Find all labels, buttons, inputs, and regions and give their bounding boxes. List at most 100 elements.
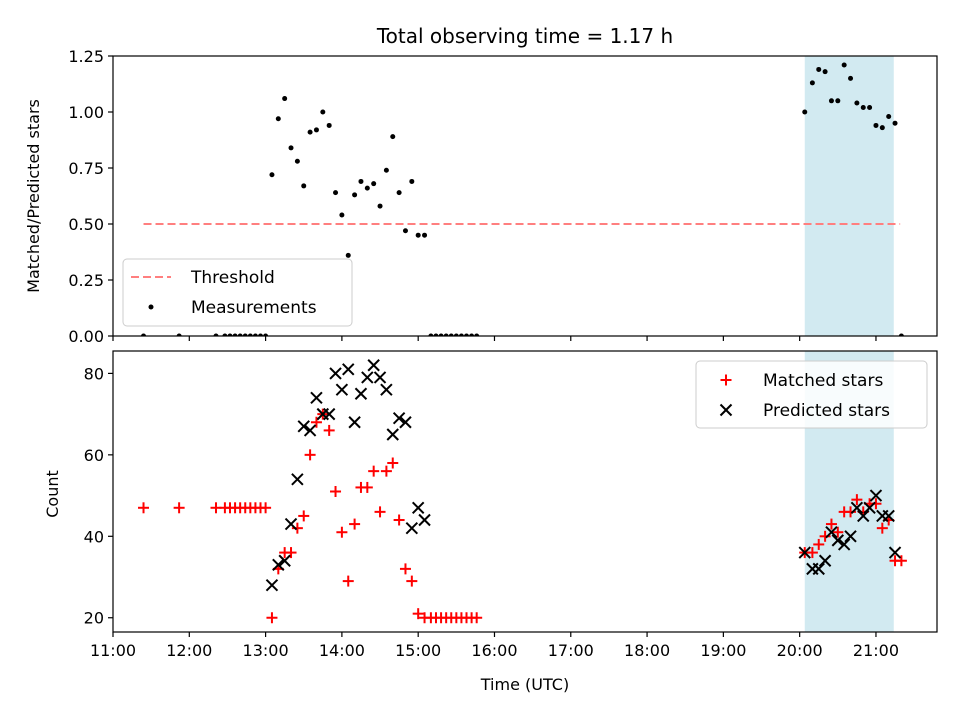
measurement-point xyxy=(339,212,345,218)
matched-star-point xyxy=(374,506,386,518)
measurement-point xyxy=(326,122,332,128)
measurement-point xyxy=(176,333,182,336)
matched-star-point xyxy=(412,608,424,620)
measurement-point xyxy=(258,333,264,336)
legend-threshold-label: Threshold xyxy=(190,268,275,288)
measurement-point xyxy=(383,167,389,173)
matched-star-point xyxy=(471,612,483,624)
measurement-point xyxy=(390,134,396,140)
matched-star-point xyxy=(310,416,322,428)
predicted-star-point xyxy=(310,391,323,405)
predicted-star-point xyxy=(812,562,825,576)
measurement-point xyxy=(458,333,464,336)
measurement-point xyxy=(464,333,470,336)
measurement-point xyxy=(448,333,454,336)
legend-matched-label: Matched stars xyxy=(763,371,883,391)
matched-star-point xyxy=(851,494,863,506)
measurement-point xyxy=(879,125,885,131)
matched-star-point xyxy=(399,563,411,575)
y-tick-label: 0.50 xyxy=(68,215,104,234)
matched-star-point xyxy=(336,526,348,538)
x-tick-label: 14:00 xyxy=(319,641,365,660)
matched-star-point xyxy=(285,547,297,559)
x-tick-label: 15:00 xyxy=(395,641,441,660)
y-tick-label: 1.25 xyxy=(68,47,104,66)
chart-title: Total observing time = 1.17 h xyxy=(376,24,673,48)
measurement-point xyxy=(282,96,288,102)
y-tick-label: 1.00 xyxy=(68,103,104,122)
measurement-point xyxy=(371,181,377,187)
legend-box xyxy=(122,258,353,327)
observing-window-shade xyxy=(804,56,894,336)
x-axis-label: Time (UTC) xyxy=(480,675,569,694)
predicted-star-point xyxy=(278,554,291,567)
measurement-point xyxy=(816,66,822,72)
x-tick-label: 20:00 xyxy=(777,641,823,660)
measurement-point xyxy=(358,178,364,184)
predicted-star-point xyxy=(348,416,361,429)
matched-star-point xyxy=(387,457,399,469)
matched-star-point xyxy=(138,502,150,514)
measurement-point xyxy=(288,145,294,151)
measurement-point xyxy=(396,190,402,196)
measurement-point xyxy=(898,333,904,336)
x-tick-label: 18:00 xyxy=(624,641,670,660)
measurement-point xyxy=(438,333,444,336)
legend-box xyxy=(695,360,928,429)
predicted-star-point xyxy=(405,521,419,535)
measurement-point xyxy=(222,333,228,336)
predicted-star-point xyxy=(303,424,317,437)
measurement-point xyxy=(892,120,898,126)
legend-top: Threshold Measurements xyxy=(122,258,353,327)
measurement-point xyxy=(294,158,300,164)
matched-star-point xyxy=(832,526,844,538)
y-tick-label: 0.00 xyxy=(68,327,104,346)
matched-star-point xyxy=(349,518,361,530)
top-y-axis-label: Matched/Predicted stars xyxy=(24,99,43,293)
measurement-point xyxy=(443,333,449,336)
plot-area xyxy=(141,62,904,336)
measurement-point xyxy=(422,232,428,238)
matched-star-point xyxy=(393,514,405,526)
y-tick-label: 80 xyxy=(84,364,104,383)
predicted-star-point xyxy=(335,383,349,396)
matched-star-point xyxy=(298,510,310,522)
matched-star-point xyxy=(361,481,373,493)
measurement-point xyxy=(822,69,828,75)
measurement-point xyxy=(428,333,434,336)
y-tick-label: 20 xyxy=(84,609,104,628)
measurement-point xyxy=(377,203,383,209)
matched-star-point xyxy=(304,449,316,461)
predicted-star-point xyxy=(850,501,864,514)
matched-star-point xyxy=(895,555,907,567)
measurement-point xyxy=(886,113,892,119)
axes-frame xyxy=(112,55,938,337)
measurement-point xyxy=(232,333,238,336)
predicted-star-point xyxy=(272,558,285,572)
y-tick-label: 0.25 xyxy=(68,271,104,290)
predicted-star-point xyxy=(354,387,368,400)
x-tick-label: 13:00 xyxy=(243,641,289,660)
measurement-point xyxy=(247,333,253,336)
predicted-star-point xyxy=(798,546,811,559)
predicted-star-point xyxy=(386,428,399,441)
y-tick-label: 60 xyxy=(84,446,104,465)
measurement-point xyxy=(802,109,808,115)
measurement-point xyxy=(320,109,326,115)
matched-star-point xyxy=(173,502,185,514)
matched-star-point xyxy=(323,424,335,436)
measurement-point xyxy=(263,333,269,336)
predicted-star-point xyxy=(291,473,304,486)
plot-area xyxy=(138,359,907,624)
predicted-star-point xyxy=(869,489,883,502)
measurement-point xyxy=(402,228,408,234)
predicted-star-point xyxy=(265,578,279,592)
measurement-point xyxy=(141,333,147,336)
predicted-star-point xyxy=(418,513,431,527)
predicted-star-point xyxy=(837,538,851,551)
measurement-point xyxy=(841,62,847,68)
predicted-star-point xyxy=(322,407,336,421)
matched-star-point xyxy=(876,522,888,534)
